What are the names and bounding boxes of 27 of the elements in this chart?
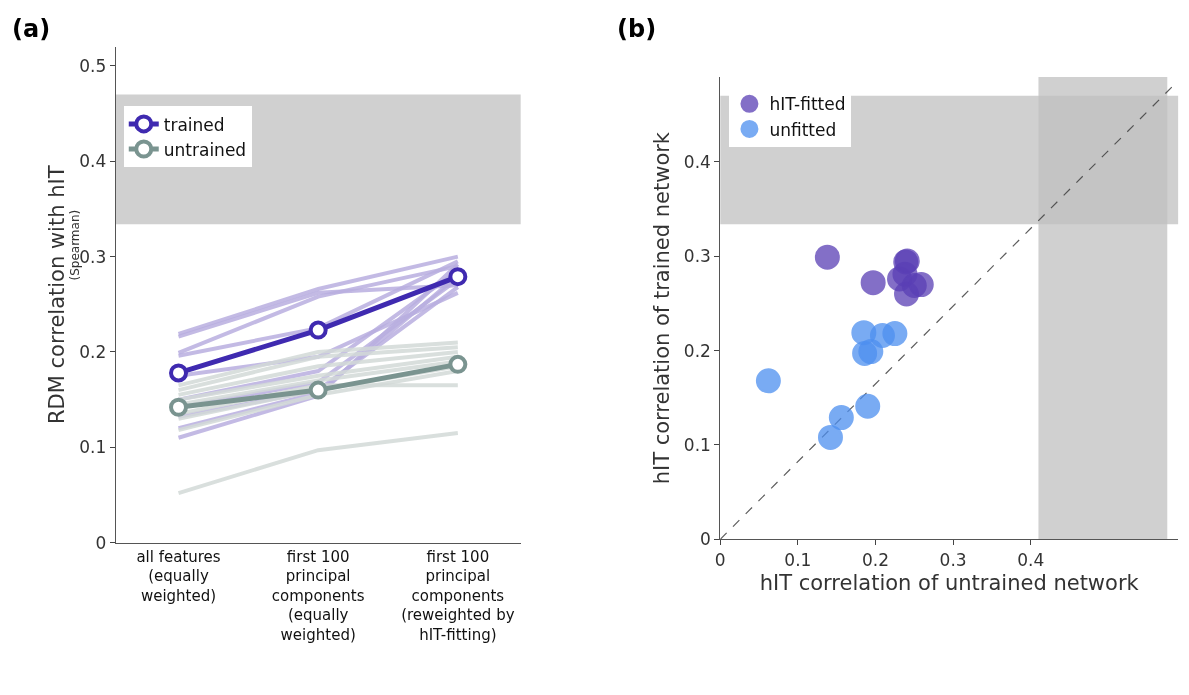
legend-label: unfitted	[769, 119, 837, 140]
x-tick-label: all features (equally weighted)	[136, 547, 221, 605]
x-tick-label: 0.2	[861, 549, 889, 570]
y-tick-label: 0.4	[683, 151, 711, 172]
y-axis-title: RDM correlation with hIT	[45, 165, 70, 424]
legend-label: trained	[163, 114, 225, 135]
x-tick-label: 0.4	[1017, 549, 1045, 570]
legend-label: untrained	[163, 139, 247, 160]
x-tick-label: 0	[714, 549, 726, 570]
y-tick-label: 0.4	[79, 151, 107, 172]
y-tick-label: 0.2	[683, 340, 711, 361]
y-axis-title: hIT correlation of trained network	[649, 131, 674, 485]
x-tick-label: first 100 principal components (reweighted by hIT-fitting)	[401, 547, 515, 644]
y-tick-label: 0.5	[79, 55, 107, 76]
y-tick-label: 0	[700, 529, 711, 550]
y-tick-label: 0.2	[79, 341, 107, 362]
y-tick-label: 0	[95, 532, 107, 553]
y-tick-label: 0.1	[683, 434, 711, 455]
chart-title: (b)	[617, 15, 657, 43]
x-tick-label: first 100 principal components (equally weighted)	[271, 547, 365, 644]
x-tick-label: 0.3	[939, 549, 967, 570]
x-tick-label: 0.1	[784, 549, 812, 570]
y-tick-label: 0.1	[79, 437, 107, 458]
legend-label: hIT-fitted	[769, 94, 846, 115]
chart-title: (a)	[12, 15, 51, 43]
x-axis-title: hIT correlation of untrained network	[759, 570, 1140, 595]
y-tick-label: 0.3	[683, 246, 711, 267]
